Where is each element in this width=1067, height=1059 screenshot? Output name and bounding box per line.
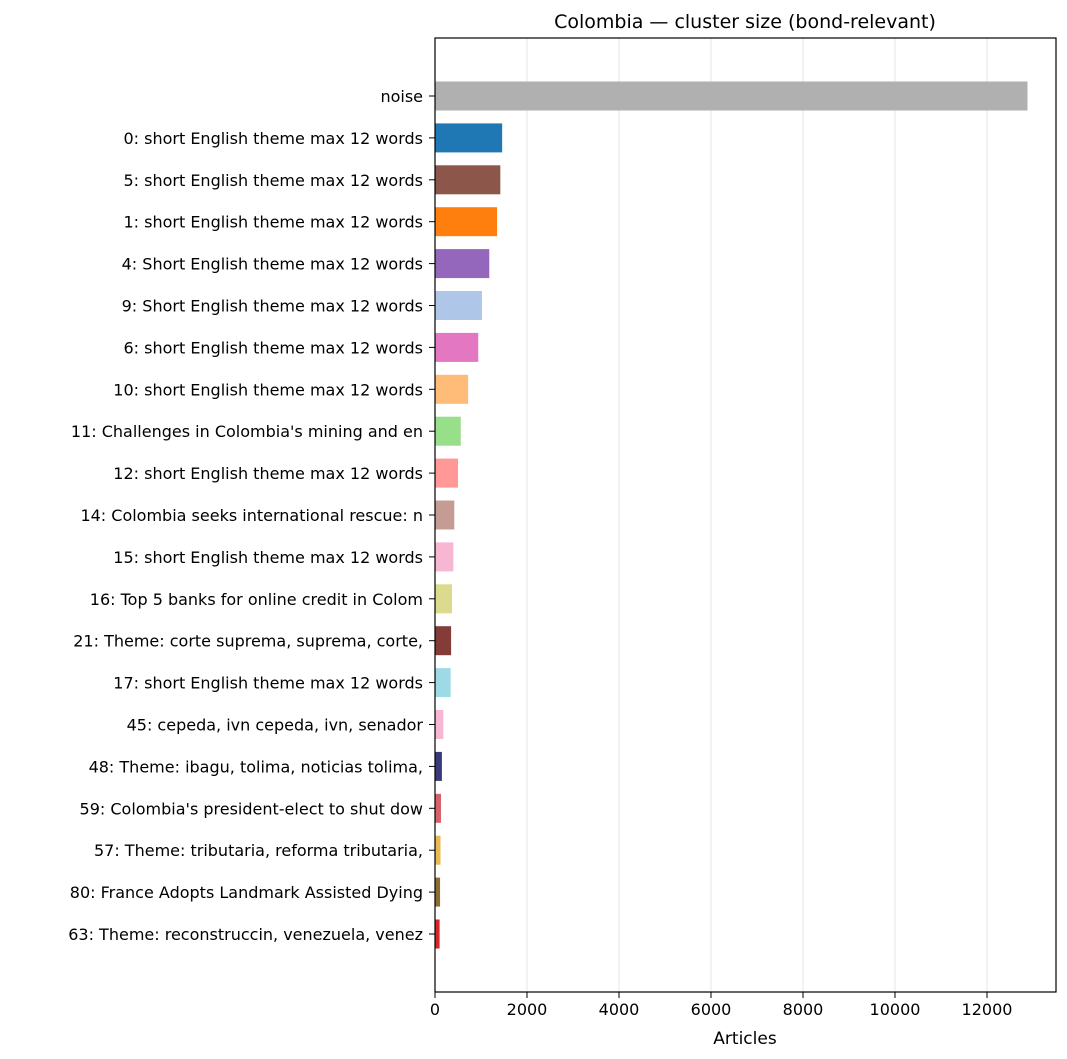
bar (435, 332, 479, 362)
x-tick-label: 8000 (783, 1000, 824, 1019)
category-label: 14: Colombia seeks international rescue:… (80, 506, 423, 525)
category-label: 11: Challenges in Colombia's mining and … (71, 422, 423, 441)
category-label: 6: short English theme max 12 words (123, 338, 423, 357)
category-label: 15: short English theme max 12 words (113, 548, 423, 567)
category-label: 57: Theme: tributaria, reforma tributari… (94, 841, 423, 860)
bar (435, 919, 440, 949)
bar (435, 877, 441, 907)
chart-title: Colombia — cluster size (bond-relevant) (554, 11, 936, 33)
x-tick-label: 6000 (691, 1000, 732, 1019)
bar (435, 416, 461, 446)
category-label: 63: Theme: reconstruccin, venezuela, ven… (68, 925, 423, 944)
category-label: 45: cepeda, ivn cepeda, ivn, senador (127, 716, 424, 735)
x-tick-label: 0 (430, 1000, 440, 1019)
category-label: noise (380, 87, 423, 106)
category-label: 0: short English theme max 12 words (123, 129, 423, 148)
category-label: 21: Theme: corte suprema, suprema, corte… (73, 632, 423, 651)
category-label: 80: France Adopts Landmark Assisted Dyin… (70, 883, 423, 902)
bar (435, 626, 452, 656)
category-label: 12: short English theme max 12 words (113, 464, 423, 483)
category-label: 59: Colombia's president-elect to shut d… (80, 799, 423, 818)
category-label: 9: Short English theme max 12 words (122, 297, 423, 316)
x-axis-label: Articles (713, 1029, 777, 1049)
grid-lines (434, 38, 988, 992)
x-tick-label: 4000 (599, 1000, 640, 1019)
bar (435, 291, 482, 320)
category-label: 10: short English theme max 12 words (113, 380, 423, 399)
category-label: 17: short English theme max 12 words (113, 674, 423, 693)
category-label: 5: short English theme max 12 words (123, 171, 423, 190)
x-tick-label: 2000 (507, 1000, 548, 1019)
x-tick-label: 12000 (962, 1000, 1013, 1019)
plot-frame (434, 37, 1057, 993)
bar (435, 584, 453, 614)
bar (435, 835, 441, 865)
bar (435, 374, 469, 404)
category-label: 1: short English theme max 12 words (123, 213, 423, 232)
bar (435, 751, 442, 781)
bar (435, 668, 451, 698)
bar (435, 500, 455, 530)
bar (435, 793, 441, 823)
bar (435, 710, 444, 739)
category-label: 48: Theme: ibagu, tolima, noticias tolim… (89, 757, 423, 776)
bar (435, 207, 498, 237)
bar (435, 123, 503, 153)
bar (435, 81, 1028, 111)
bars (435, 81, 1028, 949)
category-label: 16: Top 5 banks for online credit in Col… (90, 590, 423, 609)
bar (435, 249, 490, 279)
category-label: 4: Short English theme max 12 words (122, 255, 423, 274)
category-labels: noise 0: short English theme max 12 words… (68, 87, 435, 944)
bar (435, 165, 501, 195)
x-axis-ticks: 0 2000 4000 6000 8000 10000 12000 (430, 992, 1013, 1019)
bar (435, 458, 458, 488)
bar (435, 542, 454, 572)
x-tick-label: 10000 (870, 1000, 921, 1019)
